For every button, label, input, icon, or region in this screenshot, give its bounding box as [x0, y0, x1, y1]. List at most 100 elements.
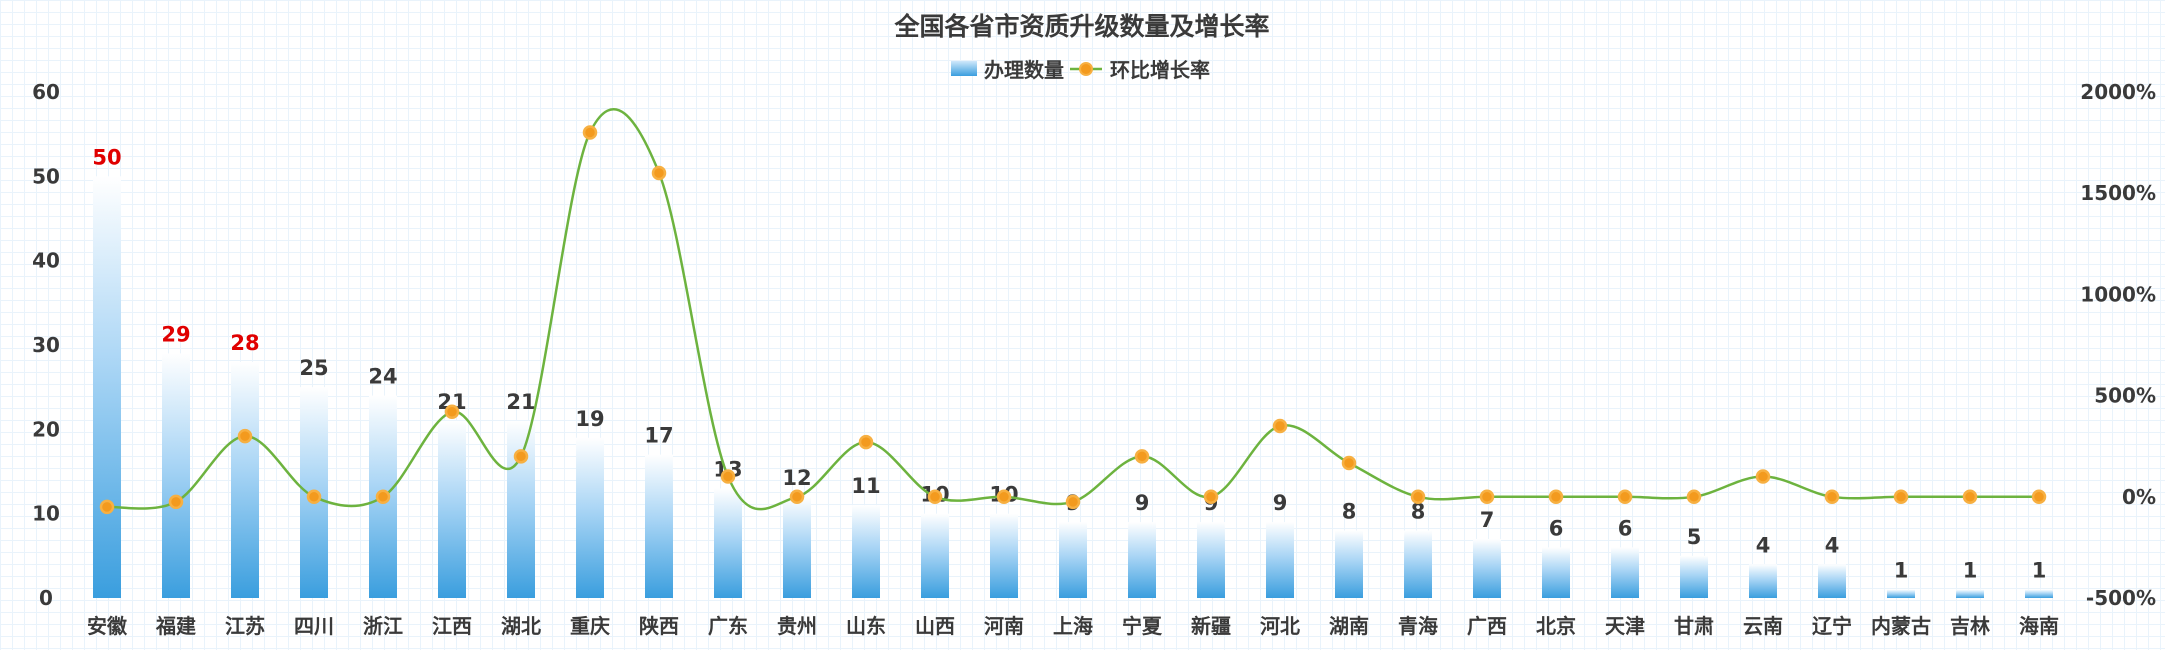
line-marker	[1755, 469, 1771, 484]
bar	[852, 505, 880, 598]
legend-line-marker	[1079, 62, 1093, 76]
line-marker	[444, 404, 460, 420]
y-left-tick: 0	[39, 586, 53, 610]
y-left-tick: 10	[32, 502, 60, 526]
bar-data-label: 24	[368, 365, 397, 389]
bar-data-label: 29	[161, 322, 190, 346]
x-tick-label: 河北	[1260, 614, 1300, 638]
line-marker	[582, 125, 598, 140]
bar-data-label: 9	[1135, 491, 1150, 515]
bar	[990, 513, 1018, 598]
legend: 办理数量 环比增长率	[951, 58, 1210, 82]
bar	[1680, 555, 1708, 598]
line-marker	[996, 489, 1012, 505]
bar-data-label: 9	[1273, 491, 1288, 515]
x-tick-label: 内蒙古	[1871, 614, 1931, 638]
bar	[162, 353, 190, 598]
legend-bar-swatch	[951, 61, 977, 76]
bar-data-label: 1	[2032, 559, 2047, 583]
bar-data-label: 8	[1342, 500, 1357, 524]
bar	[2025, 589, 2053, 598]
bar-data-label: 1	[1894, 559, 1909, 583]
bar-data-label: 1	[1963, 559, 1978, 583]
line-marker	[1893, 489, 1909, 505]
line-marker	[1479, 489, 1495, 505]
y-right-tick: 500%	[2094, 384, 2156, 408]
growth-rate-line	[106, 108, 2039, 511]
line-series	[106, 108, 2039, 511]
x-tick-label: 海南	[2019, 614, 2059, 638]
left-axis: 0 10 20 30 40 50 60	[32, 80, 60, 610]
bar-data-label: 4	[1825, 533, 1840, 557]
legend-line-label: 环比增长率	[1110, 58, 1210, 82]
line-marker	[2031, 489, 2047, 505]
x-tick-label: 吉林	[1950, 614, 1990, 638]
line-marker	[513, 449, 529, 464]
x-tick-label: 重庆	[570, 614, 610, 638]
bar	[1059, 522, 1087, 598]
x-tick-label: 河南	[984, 614, 1024, 638]
bar-data-label: 50	[92, 145, 121, 169]
x-tick-label: 江西	[432, 614, 472, 638]
bar	[1197, 522, 1225, 598]
bar	[1818, 564, 1846, 598]
y-right-tick: 1000%	[2080, 282, 2156, 306]
x-tick-label: 新疆	[1191, 614, 1231, 638]
line-marker	[1341, 455, 1357, 471]
bar-data-label: 25	[299, 356, 328, 380]
line-marker	[306, 489, 322, 505]
y-right-tick: 2000%	[2080, 80, 2156, 104]
x-tick-label: 浙江	[363, 614, 403, 638]
line-marker	[1824, 489, 1840, 505]
legend-bar-label: 办理数量	[984, 58, 1064, 82]
line-marker	[927, 489, 943, 505]
bar	[1335, 530, 1363, 598]
line-marker	[720, 469, 736, 484]
bar	[1266, 522, 1294, 598]
bar-data-label: 4	[1756, 533, 1771, 557]
x-tick-label: 安徽	[87, 614, 128, 638]
line-marker	[375, 489, 391, 505]
y-right-tick: 0%	[2122, 485, 2156, 509]
bar-data-label: 17	[644, 424, 673, 448]
bar	[1611, 547, 1639, 598]
bar-data-label: 7	[1480, 508, 1495, 532]
bar-data-label: 21	[506, 390, 535, 414]
line-marker	[1065, 494, 1081, 510]
x-tick-label: 江苏	[225, 614, 265, 638]
y-left-tick: 60	[32, 80, 60, 104]
x-tick-label: 湖南	[1329, 614, 1369, 638]
bar	[1542, 547, 1570, 598]
bar	[231, 361, 259, 598]
bar-data-label: 19	[575, 407, 604, 431]
bar	[1749, 564, 1777, 598]
y-left-tick: 40	[32, 249, 60, 273]
line-markers	[99, 125, 2047, 515]
line-marker	[1962, 489, 1978, 505]
bar	[576, 437, 604, 598]
line-marker	[789, 489, 805, 505]
x-tick-label: 山东	[846, 614, 886, 638]
line-marker	[1548, 489, 1564, 505]
line-marker	[1410, 489, 1426, 505]
bar	[1473, 538, 1501, 598]
x-tick-label: 天津	[1605, 614, 1645, 638]
right-axis: -500% 0% 500% 1000% 1500% 2000%	[2080, 80, 2156, 610]
bar	[921, 513, 949, 598]
x-tick-label: 北京	[1536, 614, 1576, 638]
x-tick-label: 广西	[1467, 614, 1507, 638]
line-marker	[858, 434, 874, 450]
x-tick-label: 辽宁	[1812, 614, 1852, 638]
bar-data-label: 6	[1549, 516, 1564, 540]
bar-data-label: 5	[1687, 525, 1702, 549]
bar	[783, 496, 811, 598]
bar-series	[93, 176, 2053, 599]
line-marker	[1686, 489, 1702, 505]
x-tick-label: 上海	[1053, 614, 1093, 638]
y-right-tick: 1500%	[2080, 181, 2156, 205]
y-right-tick: -500%	[2086, 586, 2156, 610]
bar-data-labels: 5029282524212119171312111010999988766544…	[92, 145, 2046, 582]
x-tick-label: 福建	[155, 614, 196, 638]
x-tick-label: 云南	[1743, 614, 1783, 638]
